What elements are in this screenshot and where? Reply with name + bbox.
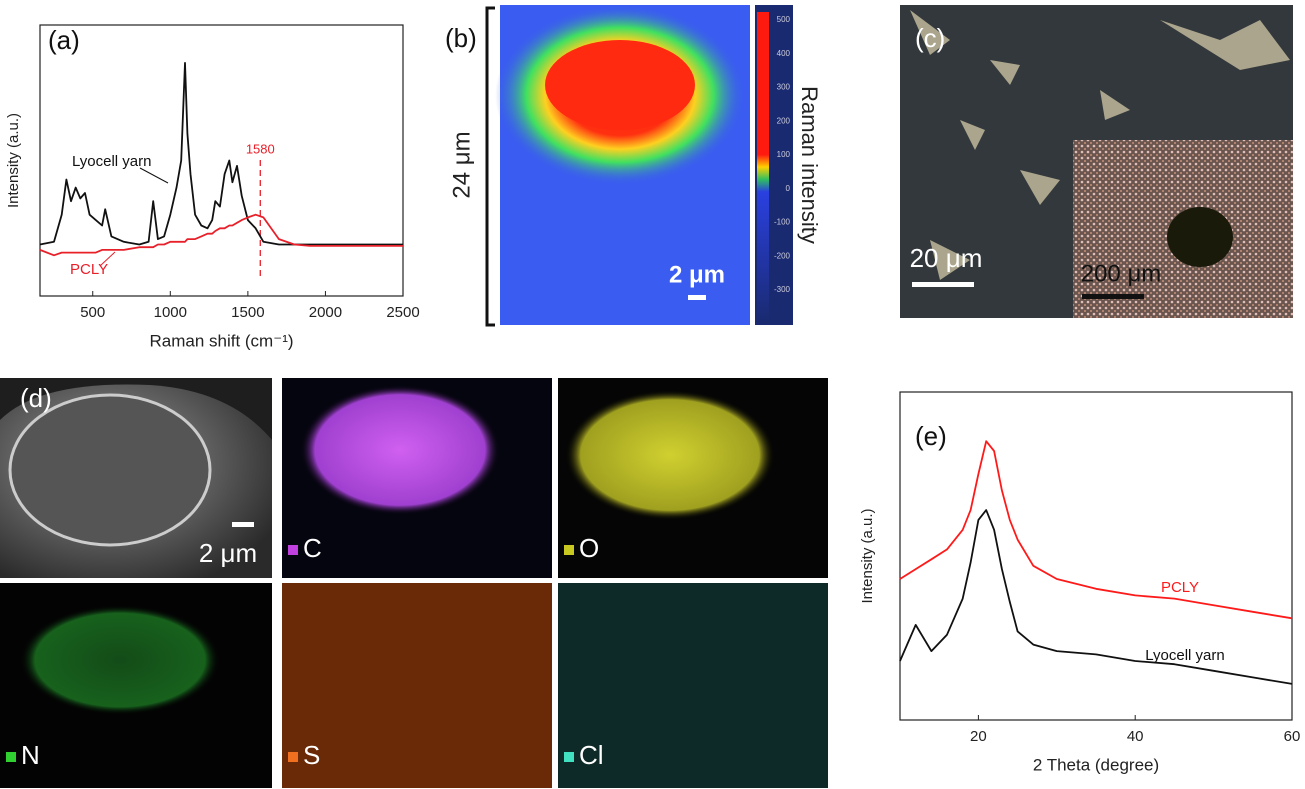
scale-bar-label: 2 μm	[199, 538, 257, 568]
x-axis-label: Raman shift (cm⁻¹)	[149, 331, 293, 350]
raman-core	[545, 40, 695, 130]
scale-bar	[232, 522, 254, 527]
map-s	[282, 583, 552, 788]
colorbar-ticks: 500 400 300 200 100 0 -100 -200 -300	[774, 15, 791, 294]
panel-label: (c)	[915, 23, 945, 53]
series-label: Lyocell yarn	[72, 153, 151, 170]
legend-swatch	[564, 752, 574, 762]
panel-d: (d) 2 μm C O N S Cl	[0, 378, 828, 788]
element-label: S	[303, 740, 320, 770]
x-tick-label: 1500	[231, 304, 264, 321]
fiber-section	[8, 393, 212, 547]
y-axis-label: Intensity (a.u.)	[859, 508, 876, 603]
element-label: Cl	[579, 740, 604, 770]
series-line	[39, 213, 403, 257]
inset-spot	[1167, 207, 1233, 267]
legend-swatch	[6, 752, 16, 762]
plot-frame	[39, 24, 404, 297]
inset-scale-bar-label: 200 μm	[1081, 260, 1162, 287]
series-line	[899, 440, 1293, 620]
panel-label: (a)	[48, 25, 80, 55]
series-label: PCLY	[70, 261, 108, 278]
x-tick-label: 500	[80, 304, 105, 321]
x-tick-label: 2000	[309, 304, 342, 321]
flakes	[910, 10, 1290, 280]
panel-label: (b)	[445, 23, 477, 53]
x-tick-label: 2500	[386, 304, 419, 321]
panel-b: 24 μm (b) 2 μm Raman intensity 500 400 300…	[445, 5, 822, 327]
colorbar-tick-label: 400	[777, 49, 791, 58]
y-axis-label: Intensity (a.u.)	[5, 113, 22, 208]
panel-label: (e)	[915, 421, 947, 451]
x-tick-label: 1000	[154, 304, 187, 321]
colorbar-tick-label: -100	[774, 218, 791, 227]
map-cl	[558, 583, 828, 788]
x-tick-label: 40	[1127, 728, 1144, 745]
colorbar-tick-label: 500	[777, 15, 791, 24]
x-tick-label: 20	[970, 728, 987, 745]
legend-swatch	[564, 545, 574, 555]
scale-bar	[912, 282, 974, 287]
scale-bar-label: 2 μm	[669, 261, 725, 288]
height-label: 24 μm	[448, 131, 475, 198]
colorbar	[757, 12, 769, 322]
map-o-signal	[565, 390, 775, 520]
panel-c: (c) 20 μm 200 μm	[900, 5, 1293, 318]
legend-swatch	[288, 545, 298, 555]
x-tick-label: 60	[1284, 728, 1301, 745]
legend-swatch	[288, 752, 298, 762]
colorbar-tick-label: 300	[777, 83, 791, 92]
series-label: Lyocell yarn	[1145, 647, 1224, 664]
scale-bar-label: 20 μm	[910, 243, 983, 273]
colorbar-tick-label: 100	[777, 150, 791, 159]
series-line	[899, 509, 1293, 685]
bracket	[485, 6, 495, 327]
map-c-signal	[300, 385, 500, 515]
plot-frame	[899, 391, 1293, 721]
element-label: O	[579, 533, 599, 563]
map-n-signal	[20, 605, 220, 715]
element-label: C	[303, 533, 322, 563]
colorbar-tick-label: -300	[774, 285, 791, 294]
colorbar-tick-label: 200	[777, 116, 791, 125]
series-label: PCLY	[1161, 579, 1199, 596]
series-line	[39, 62, 403, 246]
colorbar-tick-label: 0	[786, 184, 791, 193]
inset-scale-bar	[1082, 294, 1144, 299]
scale-bar	[688, 295, 706, 300]
label-pointer	[99, 251, 116, 267]
colorbar-tick-label: -200	[774, 251, 791, 260]
colorbar-label: Raman intensity	[797, 86, 822, 244]
label-pointer	[139, 167, 169, 184]
element-label: N	[21, 740, 40, 770]
marker-label: 1580	[246, 141, 275, 156]
panel-label: (d)	[20, 383, 52, 413]
x-axis-label: 2 Theta (degree)	[1033, 755, 1159, 774]
